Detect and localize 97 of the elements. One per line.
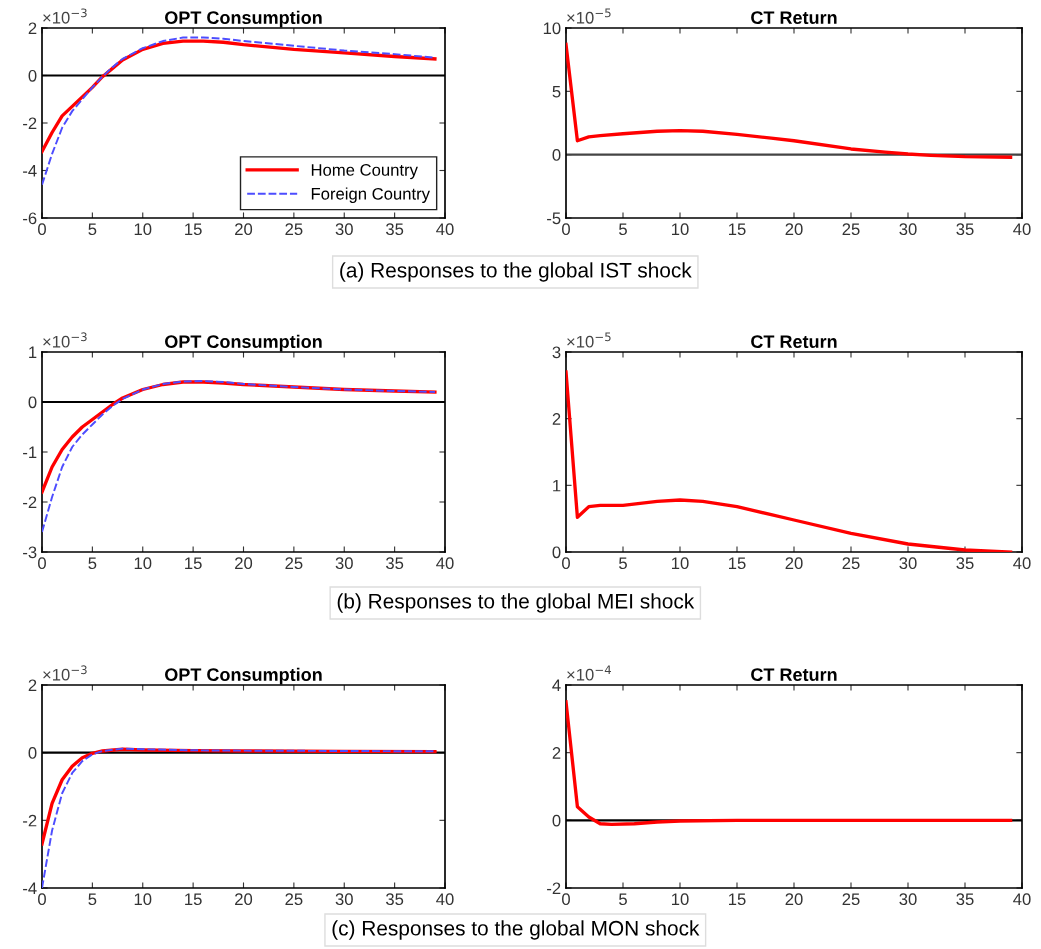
x-tick-label: 10 xyxy=(672,557,689,570)
text: ×10$^{−5}$ xyxy=(567,8,611,24)
x-tick-label: 5 xyxy=(619,557,627,570)
y-tick-label: 3 xyxy=(552,346,561,359)
x-tick-label: 35 xyxy=(956,893,974,906)
x-tick-label: 15 xyxy=(185,223,202,236)
text: (c) Responses to the global MON shock xyxy=(332,920,700,940)
chart-title: OPT Consumption xyxy=(165,10,322,28)
x-tick-label: 30 xyxy=(899,223,917,236)
x-tick-label: 15 xyxy=(729,893,746,906)
x-tick-label: 40 xyxy=(436,557,454,570)
x-tick-label: 35 xyxy=(956,223,974,236)
x-tick-label: 25 xyxy=(842,893,860,906)
x-tick-label: 5 xyxy=(619,893,627,906)
y-tick-label: -3 xyxy=(23,546,37,559)
x-tick-label: 35 xyxy=(385,557,404,570)
y-tick-label: -6 xyxy=(23,212,37,225)
x-tick-label: 30 xyxy=(899,557,917,570)
x-tick-label: 25 xyxy=(285,223,303,236)
text: ×10$^{−4}$ xyxy=(567,665,611,681)
x-tick-label: 15 xyxy=(729,557,746,570)
y-tick-label: -4 xyxy=(23,165,37,177)
x-tick-label: 30 xyxy=(335,893,353,906)
x-tick-label: 30 xyxy=(899,893,917,906)
text: ×10$^{−5}$ xyxy=(567,332,611,348)
x-tick-label: 25 xyxy=(842,223,860,236)
x-tick-label: 40 xyxy=(1013,223,1031,236)
y-tick-label: -2 xyxy=(23,496,37,509)
text: (a) Responses to the global IST shock xyxy=(340,262,692,282)
x-tick-label: 10 xyxy=(672,893,689,906)
x-tick-label: 40 xyxy=(436,893,454,906)
x-tick-label: 0 xyxy=(38,893,46,906)
x-tick-label: 5 xyxy=(88,893,97,906)
x-tick-label: 40 xyxy=(1013,893,1031,906)
y-tick-label: 5 xyxy=(552,85,561,98)
x-tick-label: 20 xyxy=(235,557,253,570)
y-tick-label: 2 xyxy=(28,679,37,692)
x-tick-label: 30 xyxy=(335,223,353,236)
y-tick-label: 2 xyxy=(552,413,561,425)
chart-title: OPT Consumption xyxy=(165,667,322,685)
x-tick-label: 20 xyxy=(235,223,253,236)
text: ×10$^{−3}$ xyxy=(43,8,87,24)
y-tick-label: 1 xyxy=(553,479,561,492)
x-tick-label: 20 xyxy=(785,557,803,570)
x-tick-label: 5 xyxy=(88,557,97,570)
x-tick-label: 0 xyxy=(562,223,570,236)
x-tick-label: 15 xyxy=(729,223,746,236)
y-tick-label: 4 xyxy=(552,679,561,692)
y-tick-label: -2 xyxy=(547,882,561,895)
x-tick-label: 25 xyxy=(285,893,303,906)
text: (b) Responses to the global MEI shock xyxy=(337,593,695,613)
x-tick-label: 40 xyxy=(436,223,454,236)
x-tick-label: 20 xyxy=(235,893,253,906)
x-tick-label: 5 xyxy=(88,223,97,236)
y-tick-label: 0 xyxy=(552,546,561,559)
text: ×10$^{−3}$ xyxy=(43,665,87,681)
x-tick-label: 35 xyxy=(956,557,974,570)
x-tick-label: 0 xyxy=(38,223,46,236)
chart-title: CT Return xyxy=(751,11,837,25)
x-tick-label: 10 xyxy=(672,223,689,236)
x-tick-label: 40 xyxy=(1013,557,1031,570)
y-tick-label: 10 xyxy=(543,22,561,35)
x-tick-label: 10 xyxy=(134,893,152,906)
y-tick-label: -2 xyxy=(23,117,37,130)
x-tick-label: 10 xyxy=(134,223,152,236)
legend-label: Foreign Country xyxy=(311,187,430,203)
x-tick-label: 10 xyxy=(134,557,152,570)
x-tick-label: 25 xyxy=(285,557,303,570)
legend-label: Home Country xyxy=(311,164,418,180)
chart-title: CT Return xyxy=(751,335,837,349)
y-tick-label: -2 xyxy=(23,814,37,827)
x-tick-label: 20 xyxy=(785,893,803,906)
y-tick-label: -1 xyxy=(23,446,37,459)
chart-title: CT Return xyxy=(751,668,837,682)
x-tick-label: 15 xyxy=(185,893,202,906)
y-tick-label: 0 xyxy=(552,814,561,827)
y-tick-label: 1 xyxy=(29,346,37,359)
text: ×10$^{−3}$ xyxy=(43,332,87,348)
y-tick-label: 0 xyxy=(28,747,37,759)
y-tick-label: 0 xyxy=(552,149,561,161)
chart-title: OPT Consumption xyxy=(165,334,322,352)
y-tick-label: 2 xyxy=(552,747,561,759)
x-tick-label: 0 xyxy=(562,893,570,906)
y-tick-label: 0 xyxy=(28,69,37,82)
y-tick-label: 0 xyxy=(28,396,37,409)
x-tick-label: 0 xyxy=(562,557,570,570)
x-tick-label: 15 xyxy=(185,557,202,570)
y-tick-label: -5 xyxy=(547,212,561,225)
y-tick-label: -4 xyxy=(23,882,37,895)
y-tick-label: 2 xyxy=(28,22,37,35)
x-tick-label: 25 xyxy=(842,557,860,570)
x-tick-label: 0 xyxy=(38,557,46,570)
x-tick-label: 20 xyxy=(785,223,803,236)
x-tick-label: 30 xyxy=(335,557,353,570)
x-tick-label: 5 xyxy=(619,223,627,236)
x-tick-label: 35 xyxy=(385,223,404,236)
x-tick-label: 35 xyxy=(385,893,404,906)
